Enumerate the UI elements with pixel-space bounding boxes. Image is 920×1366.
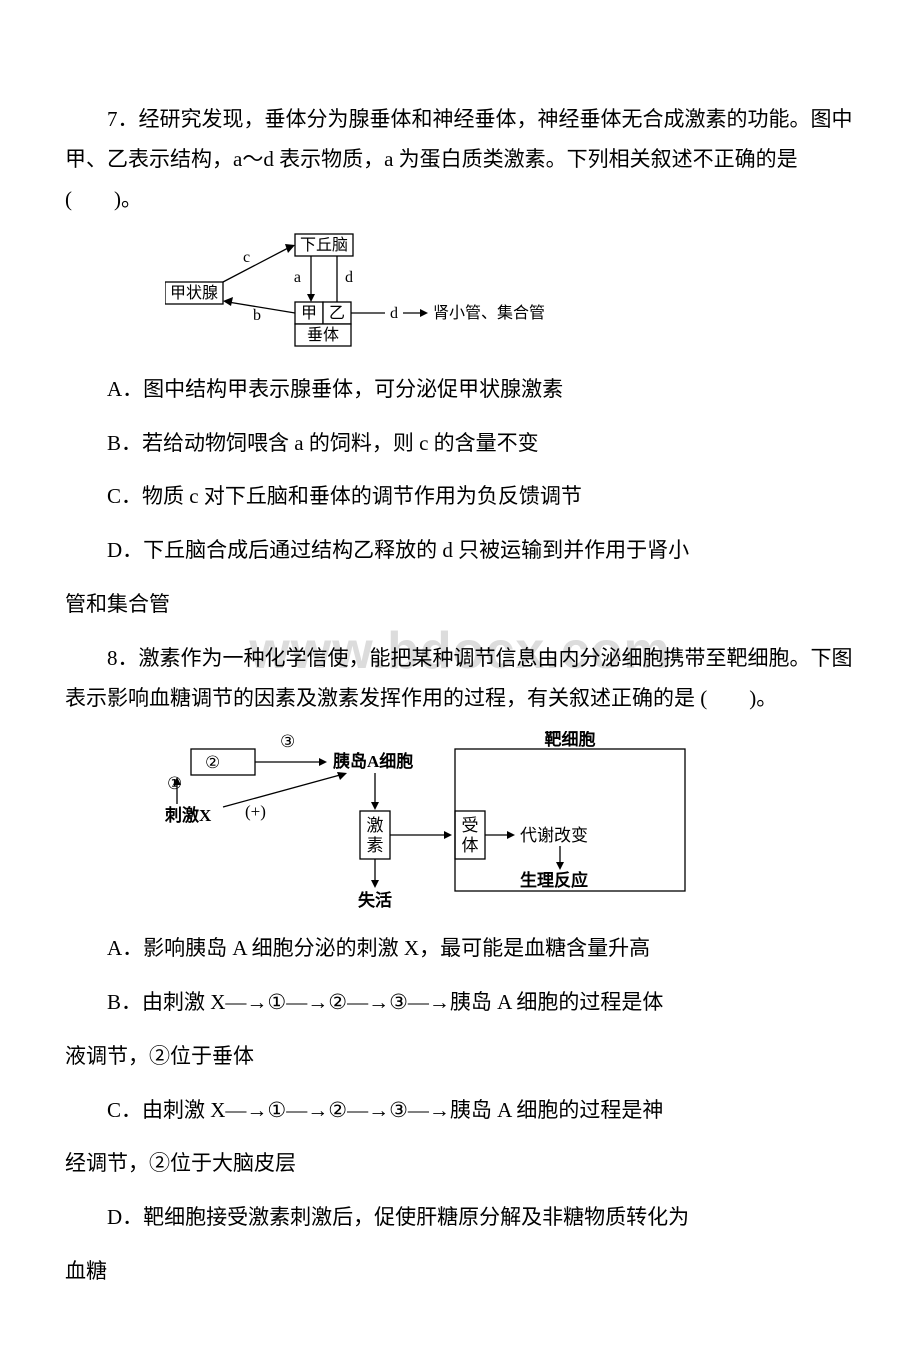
label-n3: ③: [280, 732, 295, 751]
q7-option-d-1: D．下丘脑合成后通过结构乙释放的 d 只被运输到并作用于肾小: [65, 531, 855, 571]
label-thyroid: 甲状腺: [170, 284, 218, 302]
label-d2: d: [390, 305, 398, 322]
label-d-vert: d: [345, 269, 353, 286]
q8-option-c-1: C．由刺激 X—→①—→②—→③—→胰岛 A 细胞的过程是神: [65, 1091, 855, 1131]
label-hypothalamus: 下丘脑: [300, 236, 348, 254]
q8-option-d-1: D．靶细胞接受激素刺激后，促使肝糖原分解及非糖物质转化为: [65, 1198, 855, 1238]
svg-text:受: 受: [462, 816, 479, 835]
svg-text:素: 素: [367, 836, 384, 855]
q8-option-c-2: 经调节，②位于大脑皮层: [65, 1144, 855, 1184]
svg-text:体: 体: [462, 836, 479, 855]
q8-diagram: ② ① ③ 刺激X (+) 胰岛A细胞: [165, 731, 855, 911]
svg-text:激: 激: [367, 816, 384, 835]
q7-option-d-2: 管和集合管: [65, 585, 855, 625]
q7-option-c: C．物质 c 对下丘脑和垂体的调节作用为负反馈调节: [65, 477, 855, 517]
label-pituitary: 垂体: [307, 326, 339, 344]
label-plus: (+): [245, 802, 266, 821]
label-jia: 甲: [301, 305, 317, 322]
label-alpha: 胰岛A细胞: [333, 751, 413, 771]
q8-option-b-2: 液调节，②位于垂体: [65, 1037, 855, 1077]
content-root: 7．经研究发现，垂体分为腺垂体和神经垂体，神经垂体无合成激素的功能。图中甲、乙表…: [65, 100, 855, 1292]
q8-option-a: A．影响胰岛 A 细胞分泌的刺激 X，最可能是血糖含量升高: [65, 929, 855, 969]
q8-stem: 8．激素作为一种化学信使，能把某种调节信息由内分泌细胞携带至靶细胞。下图表示影响…: [65, 639, 855, 719]
label-yi: 乙: [329, 305, 345, 322]
label-metabolism: 代谢改变: [520, 826, 588, 845]
q7-diagram: 下丘脑 甲状腺 甲 乙 垂体 a d c: [165, 232, 855, 352]
label-physio: 生理反应: [520, 870, 588, 890]
label-target-cell: 靶细胞: [545, 731, 596, 749]
q7-option-b: B．若给动物饲喂含 a 的饲料，则 c 的含量不变: [65, 424, 855, 464]
label-n2: ②: [205, 753, 220, 772]
q7-stem: 7．经研究发现，垂体分为腺垂体和神经垂体，神经垂体无合成激素的功能。图中甲、乙表…: [65, 100, 855, 220]
label-stimulus: 刺激X: [165, 805, 212, 825]
label-target: 肾小管、集合管: [433, 304, 545, 322]
label-c: c: [243, 249, 250, 266]
q8-option-b-1: B．由刺激 X—→①—→②—→③—→胰岛 A 细胞的过程是体: [65, 983, 855, 1023]
label-b: b: [253, 307, 261, 324]
label-inactive: 失活: [358, 890, 392, 910]
q8-option-d-2: 血糖: [65, 1252, 855, 1292]
label-a: a: [294, 269, 301, 286]
q7-option-a: A．图中结构甲表示腺垂体，可分泌促甲状腺激素: [65, 370, 855, 410]
